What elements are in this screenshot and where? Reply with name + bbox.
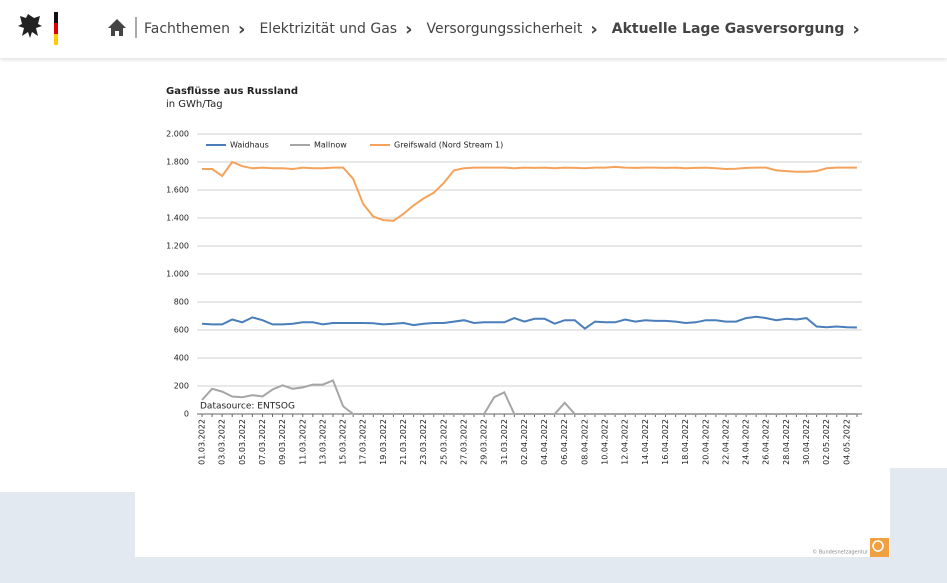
x-tick-label: 06.04.2022 (560, 419, 569, 465)
y-tick-label: 400 (174, 354, 189, 363)
series-line (202, 160, 857, 222)
series-line (201, 379, 857, 415)
x-tick-label: 27.03.2022 (459, 419, 468, 465)
y-tick-label: 800 (174, 298, 189, 307)
x-tick-label: 24.04.2022 (742, 419, 751, 465)
x-tick-label: 25.03.2022 (439, 419, 448, 465)
x-tick-label: 04.05.2022 (842, 419, 851, 465)
breadcrumb[interactable]: Elektrizität und Gas (259, 21, 398, 37)
x-tick-label: 15.03.2022 (339, 419, 348, 465)
chart-subtitle: in GWh/Tag (166, 99, 223, 110)
header: Fachthemen › Elektrizität und Gas › Versor… (0, 0, 947, 58)
x-tick-label: 17.03.2022 (359, 419, 368, 465)
breadcrumb[interactable]: Fachthemen (144, 21, 231, 37)
x-tick-label: 02.04.2022 (520, 419, 529, 465)
x-tick-label: 13.03.2022 (318, 419, 327, 465)
y-tick-label: 1.400 (166, 214, 189, 223)
legend-label: Greifswald (Nord Stream 1) (394, 141, 503, 150)
y-tick-label: 1.800 (166, 158, 189, 167)
x-tick-label: 30.04.2022 (802, 419, 811, 465)
x-tick-label: 08.04.2022 (580, 419, 589, 465)
x-tick-label: 16.04.2022 (661, 419, 670, 465)
x-tick-label: 21.03.2022 (399, 419, 408, 465)
x-tick-label: 10.04.2022 (601, 419, 610, 465)
y-tick-label: 600 (174, 326, 189, 335)
zoom-icon (872, 540, 884, 552)
y-tick-label: 200 (174, 382, 189, 391)
x-tick-label: 07.03.2022 (258, 419, 267, 465)
x-tick-label: 14.04.2022 (641, 419, 650, 465)
legend-label: Mallnow (314, 141, 347, 150)
legend-label: Waidhaus (230, 141, 269, 150)
y-tick-label: 2.000 (166, 130, 189, 139)
x-tick-label: 02.05.2022 (822, 419, 831, 465)
x-tick-label: 04.04.2022 (540, 419, 549, 465)
annotation: Datasource: ENTSOG (200, 402, 295, 412)
x-tick-label: 26.04.2022 (762, 419, 771, 465)
logo[interactable] (0, 0, 60, 58)
x-tick-label: 29.03.2022 (480, 419, 489, 465)
background-shape (890, 468, 947, 583)
x-tick-label: 20.04.2022 (701, 419, 710, 465)
x-tick-label: 31.03.2022 (500, 419, 509, 465)
x-tick-label: 09.03.2022 (278, 419, 287, 465)
y-tick-label: 0 (184, 410, 189, 419)
breadcrumb[interactable]: Aktuelle Lage Gasversorgung (611, 21, 845, 37)
x-tick-label: 28.04.2022 (782, 419, 791, 465)
series-line (201, 315, 857, 330)
x-tick-label: 12.04.2022 (621, 419, 630, 465)
x-tick-label: 03.03.2022 (218, 419, 227, 465)
y-tick-label: 1.000 (166, 270, 189, 279)
y-tick-label: 1.200 (166, 242, 189, 251)
x-tick-label: 23.03.2022 (419, 419, 428, 465)
background-shape (0, 557, 947, 583)
x-tick-label: 22.04.2022 (721, 419, 730, 465)
breadcrumb[interactable]: Versorgungssicherheit (426, 21, 583, 37)
x-tick-label: 19.03.2022 (379, 419, 388, 465)
x-tick-label: 05.03.2022 (238, 419, 247, 465)
x-tick-label: 11.03.2022 (298, 419, 307, 465)
credit: © Bundesnetzagentur (812, 549, 869, 556)
y-tick-label: 1.600 (166, 186, 189, 195)
x-tick-label: 01.03.2022 (198, 419, 207, 465)
x-tick-label: 18.04.2022 (681, 419, 690, 465)
home-icon[interactable] (104, 0, 144, 58)
chart-title: Gasflüsse aus Russland (166, 86, 298, 97)
